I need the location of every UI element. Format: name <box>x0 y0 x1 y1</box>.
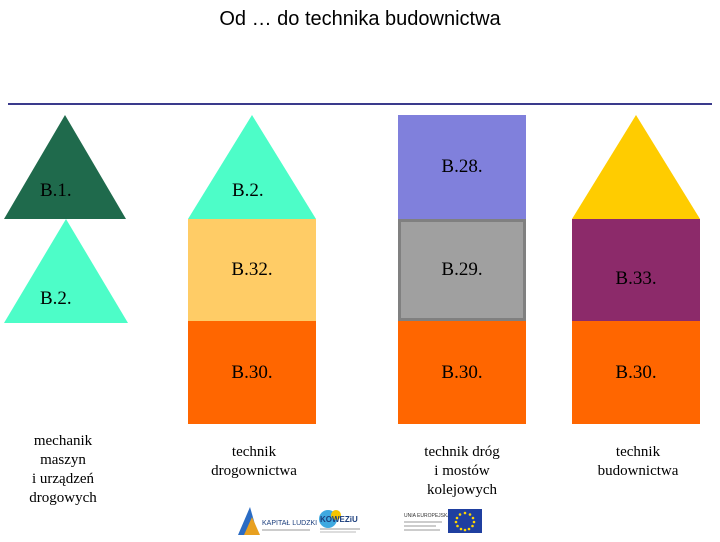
yellow-roof-triangle <box>572 115 700 219</box>
b2-triangle-left <box>4 219 128 323</box>
caption-line: drogownictwa <box>211 463 297 479</box>
koweziu-logo: KOWEZiU <box>319 510 360 533</box>
b30-block-col2: B.30. <box>188 321 316 424</box>
b1-triangle <box>4 115 126 219</box>
caption-mechanik: mechanik maszyn i urządzeń drogowych <box>4 432 122 508</box>
caption-line: mechanik <box>33 433 93 449</box>
caption-line: technik <box>615 444 661 460</box>
kapital-ludzki-logo: KAPITAŁ LUDZKI <box>238 507 317 535</box>
b29-block: B.29. <box>398 219 526 321</box>
b33-block: B.33. <box>572 219 700 321</box>
caption-line: kolejowych <box>427 482 497 498</box>
caption-line: technik dróg <box>424 444 500 460</box>
caption-line: i urządzeń <box>31 471 95 487</box>
b28-block: B.28. <box>398 115 526 219</box>
caption-drog-mostow: technik dróg i mostów kolejowych <box>394 443 530 500</box>
b30-block-col3: B.30. <box>398 321 526 424</box>
divider-line <box>8 103 712 105</box>
b1-label: B.1. <box>40 180 72 201</box>
b2-roof-label: B.2. <box>232 180 264 201</box>
caption-line: i mostów <box>434 463 490 479</box>
caption-drogownictwa: technik drogownictwa <box>188 443 320 481</box>
svg-text:UNIA EUROPEJSKA: UNIA EUROPEJSKA <box>404 513 451 519</box>
b30-block-col4: B.30. <box>572 321 700 424</box>
b2-label-left: B.2. <box>40 288 72 309</box>
sponsor-logos: KAPITAŁ LUDZKI KOWEZiU UNIA EUROPEJSKA <box>236 505 486 537</box>
eu-logo: UNIA EUROPEJSKA <box>404 509 482 533</box>
caption-budownictwa: technik budownictwa <box>572 443 704 481</box>
svg-text:KAPITAŁ LUDZKI: KAPITAŁ LUDZKI <box>262 520 317 527</box>
b2-roof-triangle <box>188 115 316 219</box>
b32-block: B.32. <box>188 219 316 321</box>
caption-line: budownictwa <box>597 463 679 479</box>
caption-line: maszyn <box>40 452 86 468</box>
page-title: Od … do technika budownictwa <box>219 8 501 30</box>
caption-line: drogowych <box>29 490 97 506</box>
svg-text:KOWEZiU: KOWEZiU <box>320 515 358 524</box>
caption-line: technik <box>231 444 277 460</box>
